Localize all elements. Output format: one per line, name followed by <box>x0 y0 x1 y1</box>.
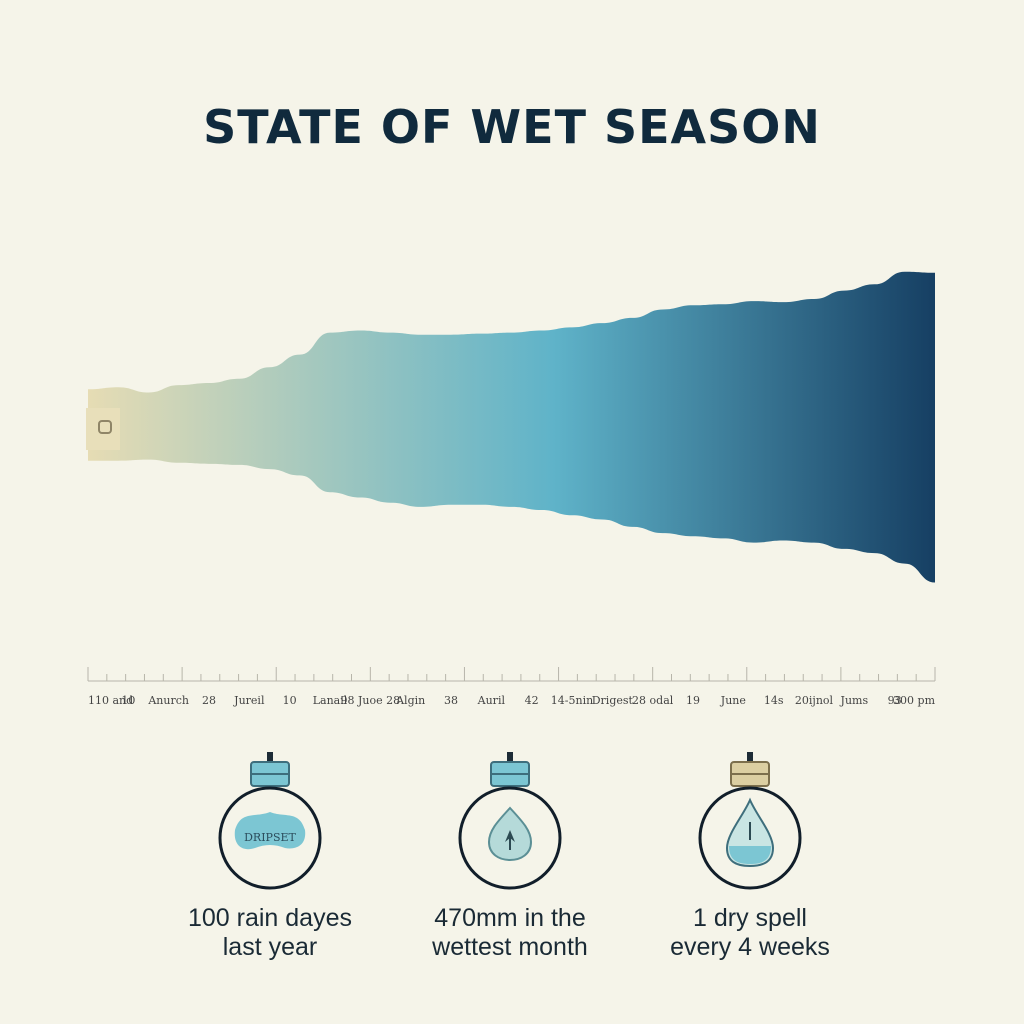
x-axis-tick-label: 110 and <box>88 694 133 707</box>
stat-rain-days-line2: last year <box>222 933 318 961</box>
start-tab <box>86 408 120 450</box>
stat-wettest-month-line2: wettest month <box>432 933 588 961</box>
stat-dry-spell-line2: every 4 weeks <box>670 933 830 961</box>
x-axis-tick-label: 20ijnol <box>795 694 834 707</box>
stat-rain-days-line1: 100 rain dayes <box>187 904 352 932</box>
x-axis-tick-label: 19 <box>686 694 700 707</box>
start-marker <box>98 420 112 434</box>
x-axis-tick-label: 42 <box>525 694 539 707</box>
x-axis-tick-label: Jums <box>840 694 869 707</box>
x-axis-tick-label: 10 <box>121 694 135 707</box>
stat-dry-spell: 1 dry spell every 4 weeks <box>640 750 860 962</box>
stat-dry-spell-line1: 1 dry spell <box>693 904 807 932</box>
drop-leaf-jar-icon <box>458 752 562 890</box>
x-axis-tick-label: 10 <box>283 694 297 707</box>
pond-jar-icon: DRIPSET <box>218 752 322 890</box>
x-axis-tick-label: Drigest <box>592 694 634 707</box>
stat-wettest-month: 470mm in the wettest month <box>400 750 620 962</box>
x-axis-tick-label: Anurch <box>147 694 189 707</box>
stat-wettest-month-line1: 470mm in the <box>434 904 586 932</box>
stat-rain-days: DRIPSET 100 rain dayes last year <box>160 750 380 962</box>
x-axis-tick-label: Algin <box>395 694 425 707</box>
x-axis-tick-label: 14-5nin <box>551 694 593 707</box>
x-axis-tick-label: 98 Juoe 28 <box>341 694 401 707</box>
x-axis-tick-label: 38 <box>444 694 458 707</box>
droplet-jar-icon <box>698 752 802 890</box>
chart-title: STATE OF WET SEASON <box>203 100 821 154</box>
x-axis-tick-label: June <box>720 694 746 707</box>
x-axis-tick-label: Lanail <box>313 694 348 707</box>
x-axis-tick-label: 14s <box>764 694 784 707</box>
x-axis-tick-label: 93 <box>888 694 902 707</box>
x-axis-tick-label: 28 odal <box>632 694 674 707</box>
x-axis-tick-label: 28 <box>202 694 216 707</box>
x-axis-ticks <box>87 667 936 681</box>
pond-jar-label: DRIPSET <box>244 831 296 844</box>
x-axis-tick-label: Auril <box>477 694 506 707</box>
x-axis-tick-label: 300 pm <box>893 694 936 707</box>
x-axis-tick-label: Jureil <box>233 694 265 707</box>
rainfall-area <box>88 271 935 583</box>
